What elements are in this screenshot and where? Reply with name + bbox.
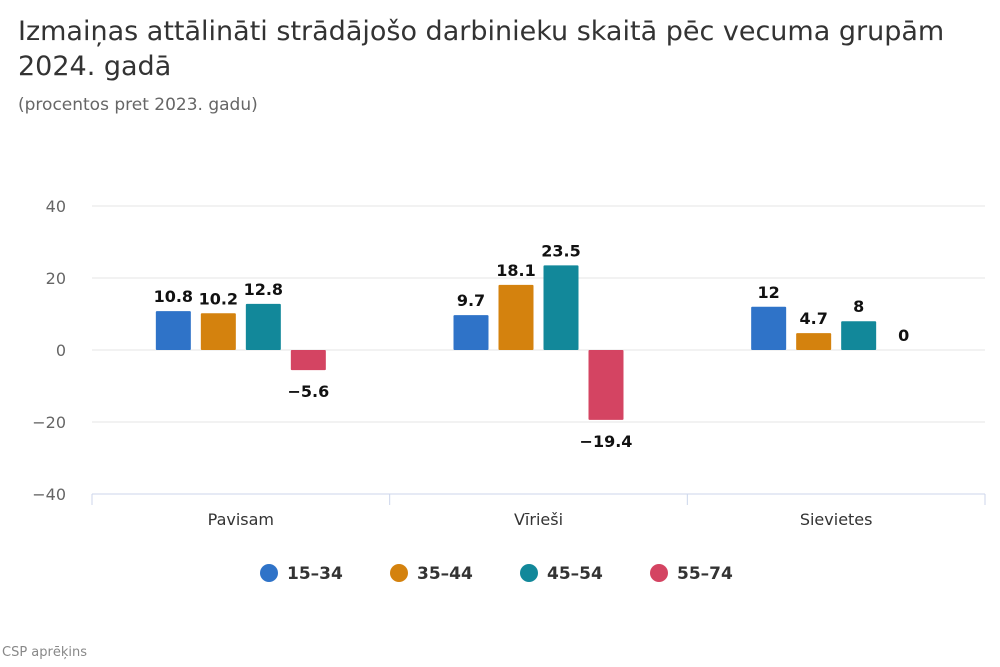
y-tick-label: 0 — [56, 341, 66, 360]
y-tick-label: 40 — [46, 197, 66, 216]
legend-marker — [520, 564, 538, 582]
data-label: 8 — [853, 297, 864, 316]
legend-label: 35–44 — [417, 564, 473, 584]
legend-label: 55–74 — [677, 564, 733, 584]
y-tick-label: −40 — [32, 485, 66, 504]
data-label: −5.6 — [287, 382, 329, 401]
data-label: 4.7 — [799, 309, 827, 328]
bar[interactable] — [245, 303, 281, 350]
bar[interactable] — [543, 265, 579, 350]
chart-title: Izmaiņas attālināti strādājošo darbiniek… — [18, 16, 945, 82]
x-axis: Pavisam Vīrieši Sievietes — [91, 493, 986, 529]
legend-label: 45–54 — [547, 564, 603, 584]
bar[interactable] — [155, 311, 191, 350]
gridlines — [92, 205, 985, 423]
x-category-label: Sievietes — [800, 510, 873, 529]
bar[interactable] — [200, 313, 236, 350]
legend-item[interactable]: 35–44 — [390, 564, 473, 584]
bar[interactable] — [588, 350, 624, 420]
data-label: 12.8 — [244, 280, 283, 299]
bar[interactable] — [751, 306, 787, 350]
y-tick-label: −20 — [32, 413, 66, 432]
legend-item[interactable]: 15–34 — [260, 564, 343, 584]
bar[interactable] — [796, 333, 832, 350]
bar[interactable] — [498, 284, 534, 350]
data-label: −19.4 — [580, 432, 633, 451]
data-label: 9.7 — [457, 291, 485, 310]
x-category-label: Pavisam — [208, 510, 274, 529]
chart-subtitle: (procentos pret 2023. gadu) — [18, 95, 258, 115]
data-labels: 10.8 10.2 12.8 −5.6 9.7 18.1 23.5 −19.4 12 4.7 8 0 — [154, 241, 910, 450]
data-label: 23.5 — [541, 241, 580, 260]
legend-marker — [390, 564, 408, 582]
legend[interactable]: 15–34 35–44 45–54 55–74 — [260, 564, 733, 584]
y-tick-label: 20 — [46, 269, 66, 288]
legend-marker — [650, 564, 668, 582]
legend-item[interactable]: 55–74 — [650, 564, 733, 584]
bar[interactable] — [453, 315, 489, 350]
legend-item[interactable]: 45–54 — [520, 564, 603, 584]
data-label: 10.8 — [154, 287, 193, 306]
x-category-label: Vīrieši — [514, 510, 563, 529]
data-label: 18.1 — [496, 261, 535, 280]
data-label: 12 — [758, 283, 780, 302]
credits: CSP aprēķins — [2, 645, 88, 660]
data-label: 10.2 — [199, 289, 238, 308]
legend-marker — [260, 564, 278, 582]
y-axis-ticks: −40 −20 0 20 40 — [32, 197, 66, 504]
bar[interactable] — [290, 350, 326, 371]
legend-label: 15–34 — [287, 564, 343, 584]
bar[interactable] — [841, 321, 877, 350]
bars — [155, 265, 877, 420]
data-label: 0 — [898, 326, 909, 345]
